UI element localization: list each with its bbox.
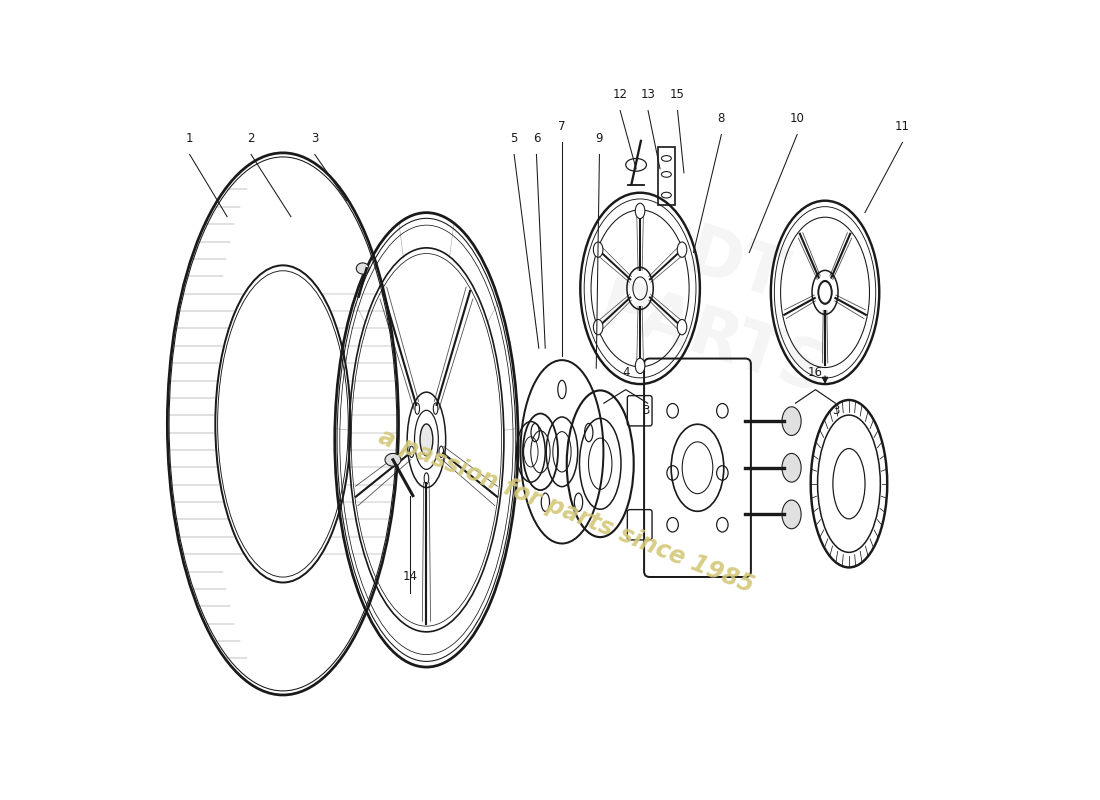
Text: 16: 16: [808, 366, 823, 379]
Text: 12: 12: [613, 88, 628, 101]
Text: 11: 11: [895, 120, 910, 133]
Ellipse shape: [782, 454, 801, 482]
Ellipse shape: [420, 424, 432, 456]
Ellipse shape: [678, 242, 686, 258]
Text: 1: 1: [186, 132, 194, 145]
Text: 4: 4: [621, 366, 629, 379]
Text: a passion for parts since 1985: a passion for parts since 1985: [375, 425, 757, 598]
Ellipse shape: [407, 392, 446, 487]
Ellipse shape: [385, 454, 400, 466]
Text: 10: 10: [790, 112, 804, 125]
Text: 3: 3: [311, 132, 319, 145]
Ellipse shape: [593, 242, 603, 258]
Ellipse shape: [636, 203, 645, 218]
Text: 3: 3: [832, 404, 839, 417]
Ellipse shape: [593, 319, 603, 334]
Text: 8: 8: [717, 112, 725, 125]
Text: 5: 5: [510, 132, 518, 145]
Text: 7: 7: [558, 120, 565, 133]
Ellipse shape: [678, 319, 686, 334]
Text: 15: 15: [670, 88, 685, 101]
Text: 6: 6: [532, 132, 540, 145]
Text: 2: 2: [248, 132, 255, 145]
Text: 13: 13: [640, 88, 656, 101]
Text: 14: 14: [403, 570, 418, 583]
Ellipse shape: [782, 406, 801, 435]
Text: DT
PARTS: DT PARTS: [591, 200, 860, 409]
Ellipse shape: [818, 282, 832, 303]
Text: 9: 9: [596, 132, 603, 145]
Bar: [658, 147, 675, 205]
Ellipse shape: [782, 500, 801, 529]
Ellipse shape: [636, 358, 645, 374]
Text: 3: 3: [642, 404, 649, 417]
Ellipse shape: [356, 263, 369, 274]
